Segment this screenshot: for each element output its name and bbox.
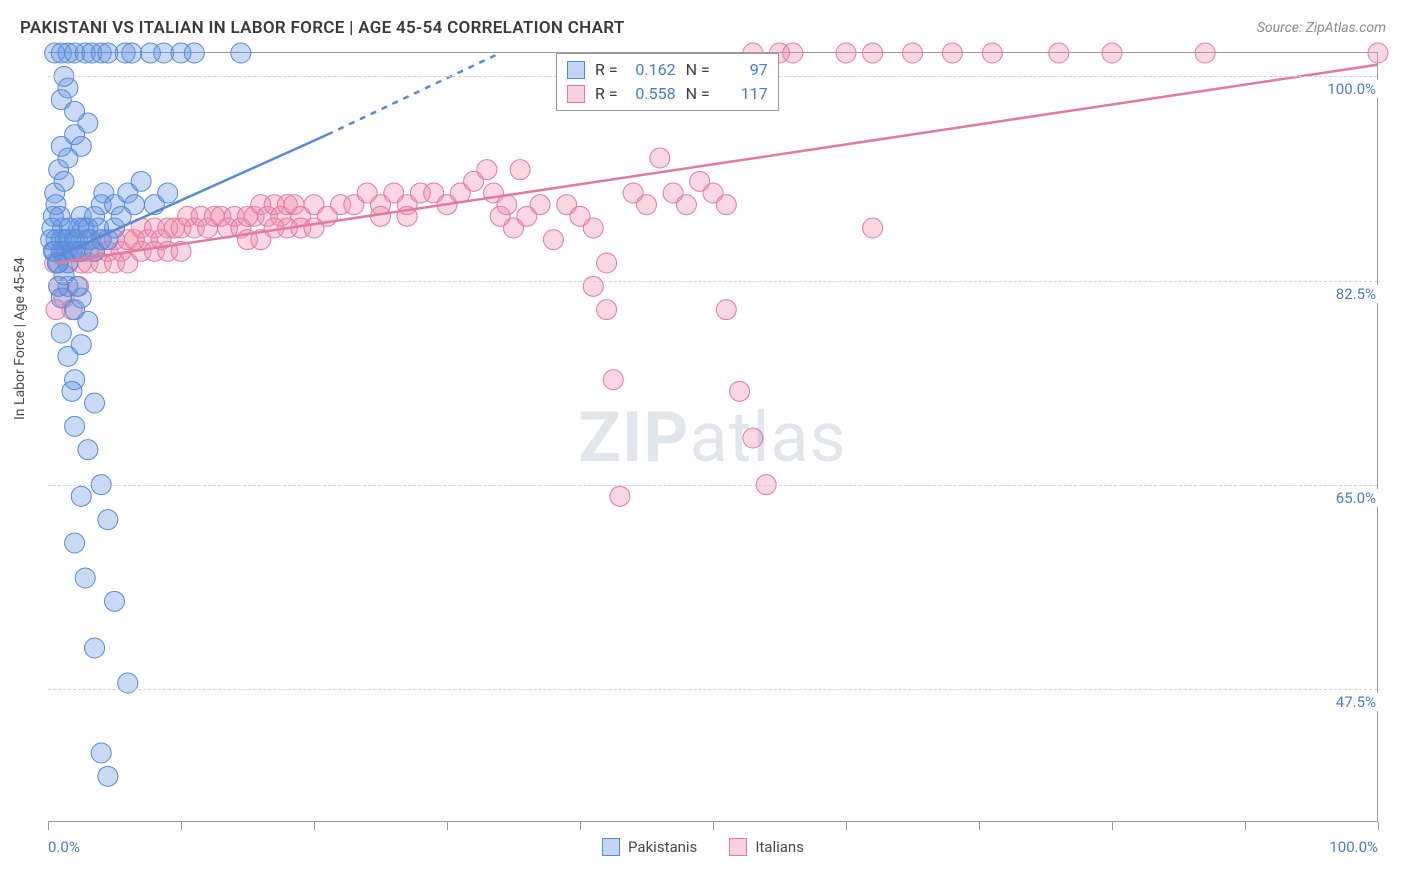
data-point-icon <box>730 381 750 401</box>
data-point-icon <box>863 218 883 238</box>
gridline <box>48 689 1377 690</box>
data-point-icon <box>184 43 204 63</box>
data-point-icon <box>67 276 87 296</box>
data-point-icon <box>131 171 151 191</box>
data-point-icon <box>583 218 603 238</box>
data-point-icon <box>510 160 530 180</box>
data-point-icon <box>75 568 95 588</box>
data-point-icon <box>85 393 105 413</box>
swatch-blue-icon <box>602 838 620 856</box>
chart-title: PAKISTANI VS ITALIAN IN LABOR FORCE | AG… <box>20 18 625 38</box>
data-point-icon <box>122 43 142 63</box>
x-tick <box>181 822 182 830</box>
legend-item-pakistanis: Pakistanis <box>602 838 697 856</box>
x-tick <box>48 822 49 830</box>
data-point-icon <box>982 43 1002 63</box>
data-point-icon <box>78 440 98 460</box>
x-tick <box>1378 822 1379 830</box>
data-point-icon <box>477 160 497 180</box>
data-point-icon <box>863 43 883 63</box>
data-point-icon <box>1368 43 1388 63</box>
x-tick <box>580 822 581 830</box>
data-point-icon <box>50 206 70 226</box>
y-tick-label: 47.5% <box>1334 693 1378 711</box>
data-point-icon <box>1102 43 1122 63</box>
data-point-icon <box>124 195 144 215</box>
data-point-icon <box>1195 43 1215 63</box>
data-point-icon <box>118 673 138 693</box>
gridline <box>48 485 1377 486</box>
data-point-icon <box>51 323 71 343</box>
swatch-pink-icon <box>729 838 747 856</box>
y-tick-label: 100.0% <box>1325 80 1378 98</box>
data-point-icon <box>91 743 111 763</box>
data-point-icon <box>65 416 85 436</box>
x-tick <box>713 822 714 830</box>
data-point-icon <box>65 533 85 553</box>
data-point-icon <box>85 638 105 658</box>
data-point-icon <box>903 43 923 63</box>
data-point-icon <box>65 101 85 121</box>
x-tick <box>846 822 847 830</box>
data-point-icon <box>62 381 82 401</box>
data-point-icon <box>676 195 696 215</box>
x-tick <box>314 822 315 830</box>
swatch-blue-icon <box>567 61 585 79</box>
data-point-icon <box>650 148 670 168</box>
data-point-icon <box>71 335 91 355</box>
data-point-icon <box>637 195 657 215</box>
data-point-icon <box>603 370 623 390</box>
data-point-icon <box>497 195 517 215</box>
data-point-icon <box>610 486 630 506</box>
plot-area: ZIPatlas 47.5%65.0%82.5%100.0% <box>48 52 1378 822</box>
legend-item-italians: Italians <box>729 838 804 856</box>
data-point-icon <box>783 43 803 63</box>
data-point-icon <box>98 766 118 786</box>
legend: Pakistanis Italians <box>0 838 1406 856</box>
stats-box: R = 0.162 N = 97 R = 0.558 N = 117 <box>556 53 779 111</box>
gridline <box>48 281 1377 282</box>
chart-source: Source: ZipAtlas.com <box>1257 20 1386 36</box>
x-tick <box>1245 822 1246 830</box>
data-point-icon <box>304 218 324 238</box>
data-point-icon <box>78 311 98 331</box>
data-point-icon <box>158 183 178 203</box>
data-point-icon <box>1049 43 1069 63</box>
data-point-icon <box>231 43 251 63</box>
data-point-icon <box>71 486 91 506</box>
data-point-icon <box>716 195 736 215</box>
data-point-icon <box>530 195 550 215</box>
swatch-pink-icon <box>567 85 585 103</box>
x-tick <box>447 822 448 830</box>
data-point-icon <box>54 171 74 191</box>
data-point-icon <box>98 510 118 530</box>
data-point-icon <box>716 300 736 320</box>
x-tick <box>979 822 980 830</box>
data-point-icon <box>836 43 856 63</box>
y-axis-label: In Labor Force | Age 45-54 <box>12 257 28 420</box>
data-point-icon <box>597 300 617 320</box>
data-point-icon <box>743 428 763 448</box>
y-tick-label: 82.5% <box>1334 285 1378 303</box>
chart-svg <box>48 53 1377 822</box>
data-point-icon <box>543 230 563 250</box>
y-tick-label: 65.0% <box>1334 489 1378 507</box>
data-point-icon <box>583 276 603 296</box>
stats-row-pakistanis: R = 0.162 N = 97 <box>567 58 768 82</box>
stats-row-italians: R = 0.558 N = 117 <box>567 82 768 106</box>
data-point-icon <box>71 136 91 156</box>
data-point-icon <box>942 43 962 63</box>
x-tick <box>1112 822 1113 830</box>
data-point-icon <box>597 253 617 273</box>
data-point-icon <box>105 591 125 611</box>
trend-line <box>327 53 500 135</box>
